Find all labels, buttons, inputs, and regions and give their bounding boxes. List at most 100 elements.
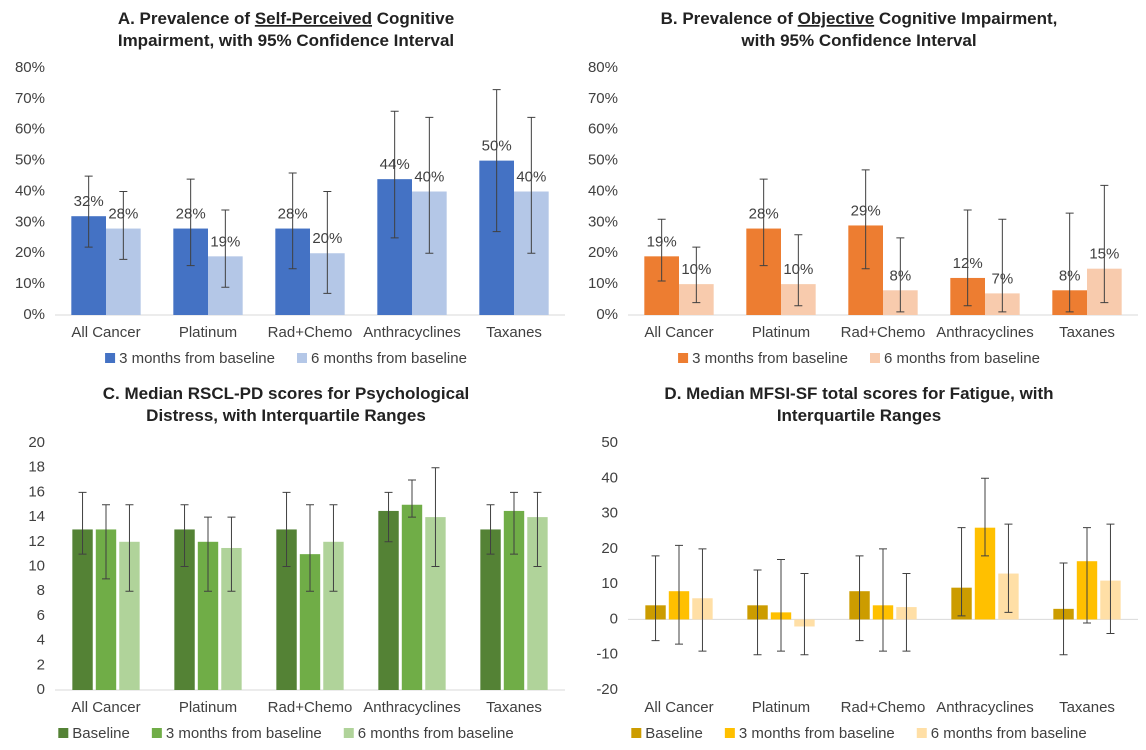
data-label: 7% [991,270,1013,287]
chart-panel: C. Median RSCL-PD scores for Psychologic… [28,384,565,742]
title-segment: D. Median MFSI-SF total scores for Fatig… [664,384,1053,403]
bar [323,541,344,690]
error-bar [1065,212,1074,313]
chart-title: C. Median RSCL-PD scores for Psychologic… [103,384,470,403]
y-tick-label: 20% [15,244,45,261]
error-bar [323,191,332,294]
data-label: 8% [1059,267,1081,284]
x-tick-label: Taxanes [1059,699,1115,716]
x-tick-label: All Cancer [71,324,140,341]
data-label: 32% [74,193,104,210]
error-bar [390,110,399,239]
legend-label: 3 months from baseline [739,725,895,742]
error-bar [1059,562,1068,656]
chart-panel: B. Prevalence of Objective Cognitive Imp… [588,9,1138,367]
y-tick-label: 40 [601,469,618,486]
error-bar [759,178,768,267]
y-tick-label: 40% [15,182,45,199]
data-label: 10% [681,261,711,278]
title-segment: with 95% Confidence Interval [740,31,976,50]
error-bar [180,504,189,567]
error-bar [102,504,110,580]
error-bar [981,477,989,557]
legend: 3 months from baseline 6 months from base… [678,350,1040,367]
y-tick-label: 18 [28,459,45,476]
data-label: 28% [278,206,308,223]
chart-title: Distress, with Interquartile Ranges [146,406,426,425]
x-tick-label: Platinum [179,324,237,341]
error-bar [510,491,518,555]
error-bar [794,234,803,307]
legend-swatch [105,353,116,363]
x-tick-label: Taxanes [486,699,542,716]
data-label: 40% [414,168,444,185]
data-label: 44% [380,156,410,173]
error-bar [527,116,536,254]
error-bar [119,191,128,260]
chart-title: Interquartile Ranges [777,406,941,425]
data-label: 19% [647,233,677,250]
bar [119,541,140,690]
error-bar [221,209,230,288]
legend-label: 6 months from baseline [358,725,514,742]
legend-swatch [678,353,689,363]
error-bar [492,89,501,233]
bar [299,554,321,690]
x-tick-label: Rad+Chemo [841,699,926,716]
y-tick-label: 16 [28,483,45,500]
bar [378,510,399,690]
x-tick-label: Rad+Chemo [268,324,353,341]
bar [425,517,446,690]
data-label: 8% [889,267,911,284]
data-label: 15% [1089,246,1119,263]
data-label: 28% [749,206,779,223]
error-bar [698,548,707,652]
error-bar [896,237,905,313]
y-tick-label: 60% [588,121,618,138]
error-bar [1100,184,1109,304]
error-bar [227,516,236,592]
chart-title: Impairment, with 95% Confidence Interval [118,31,454,50]
y-tick-label: 50 [601,434,618,451]
x-tick-label: Anthracyclines [936,699,1034,716]
legend-label: 6 months from baseline [931,725,1087,742]
legend-label: Baseline [72,725,130,742]
data-label: 28% [176,206,206,223]
error-bar [486,504,495,555]
y-tick-label: 30% [15,213,45,230]
data-label: 28% [108,206,138,223]
error-bar [425,116,434,254]
bar [72,529,93,690]
y-tick-label: 4 [37,632,45,649]
error-bar [861,169,870,270]
legend-label: Baseline [645,725,703,742]
y-tick-label: 50% [15,152,45,169]
title-segment: A. Prevalence of [118,9,255,28]
legend: Baseline 3 months from baseline 6 months f… [58,725,514,742]
y-tick-label: 12 [28,533,45,550]
bar [401,504,423,690]
legend-label: 3 months from baseline [166,725,322,742]
error-bar [777,558,785,652]
bar [95,529,117,690]
y-tick-label: 30% [588,213,618,230]
y-tick-label: 10% [588,275,618,292]
bar [221,547,242,690]
title-segment: Self-Perceived [255,9,372,28]
bar [974,527,996,620]
legend-label: 3 months from baseline [119,350,275,367]
y-tick-label: 10 [28,557,45,574]
chart-title: A. Prevalence of Self-Perceived Cognitiv… [118,9,454,28]
error-bar [384,491,393,543]
y-tick-label: 10% [15,275,45,292]
data-label: 50% [482,138,512,155]
error-bar [1004,523,1013,613]
error-bar [855,555,864,642]
y-tick-label: -10 [596,646,618,663]
title-segment: Distress, with Interquartile Ranges [146,406,426,425]
error-bar [651,555,660,642]
bar [276,529,297,690]
error-bar [431,467,440,567]
y-tick-label: 6 [37,607,45,624]
